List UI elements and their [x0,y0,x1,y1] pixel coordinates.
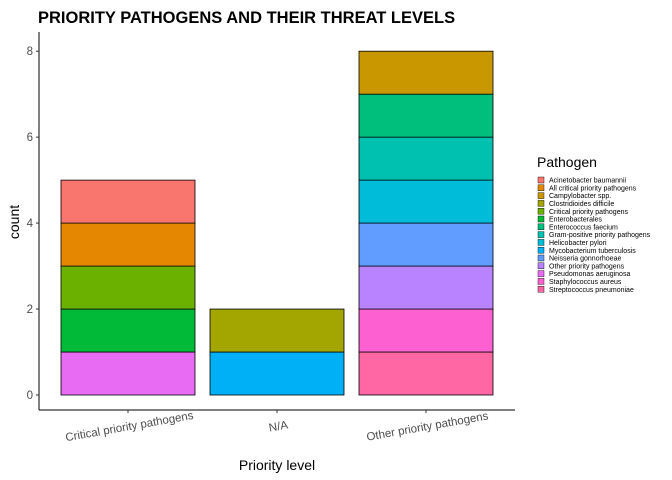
legend-label: Enterobacterales [549,217,602,224]
x-tick-label: Critical priority pathogens [65,410,195,444]
y-axis-title: count [6,205,22,239]
legend-title: Pathogen [537,154,597,170]
bar-segment [60,265,196,310]
legend-key [537,176,545,184]
legend-key [537,239,545,246]
legend-label: Critical priority pathogens [549,209,628,216]
legend-key [537,270,545,277]
bar-segment [60,308,196,353]
legend-key [537,254,545,262]
legend-label: Acinetobacter baumannii [549,178,626,185]
legend-label: All critical priority pathogens [549,185,637,192]
bar-segment [358,136,494,181]
bar-segment [358,265,494,310]
bar-segment [209,308,345,353]
bar-segment [358,179,494,224]
y-tick-label: 4 [27,218,34,230]
y-tick-label: 8 [27,46,33,58]
legend-label: Mycobacterium tuberculosis [549,248,636,255]
legend-key [537,200,545,207]
bar-segment [60,222,196,267]
x-tick-label: N/A [268,419,289,434]
legend-label: Neisseria gonnorhoeae [549,256,621,263]
x-tick-label: Other priority pathogens [366,410,490,443]
y-tick-label: 6 [27,132,33,144]
legend-label: Enterococcus faecium [549,224,618,231]
bar-segment [358,351,494,396]
legend-key [537,278,545,285]
legend-key [537,207,545,215]
legend-label: Helicobacter pylori [549,240,607,247]
legend-label: Other priority pathogens [549,263,625,270]
legend-label: Pseudomonas aeruginosa [549,271,630,278]
y-tick-label: 0 [27,390,33,402]
legend-key [537,192,545,199]
legend-label: Clostridioides difficile [549,201,614,208]
bar-segment [358,93,494,138]
bar-segment [60,351,196,396]
legend-label: Campylobacter spp. [549,193,611,200]
plot-area: 0 2 4 6 8 Critical priority pathogens N/A Other… [27,32,515,444]
legend-key [537,223,545,231]
bar-segment [60,179,196,224]
legend-key [537,215,545,223]
legend-key [537,262,545,269]
legend-key [537,184,545,192]
chart-title: PRIORITY PATHOGENS AND THEIR THREAT LEVE… [38,9,455,27]
legend-key [537,286,545,293]
y-tick-label: 2 [27,304,33,316]
bar-segment [358,308,494,353]
bar-segment [209,351,345,396]
bar-segment [358,50,494,95]
legend-key [537,231,545,238]
legend-label: Streptococcus pneumoniae [549,287,634,294]
legend-label: Gram-positive priority pathogens [549,232,651,239]
bar-segment [358,222,494,267]
legend-key [537,246,545,254]
legend-label: Staphylococcus aureus [549,279,622,286]
x-axis-title: Priority level [239,457,315,473]
